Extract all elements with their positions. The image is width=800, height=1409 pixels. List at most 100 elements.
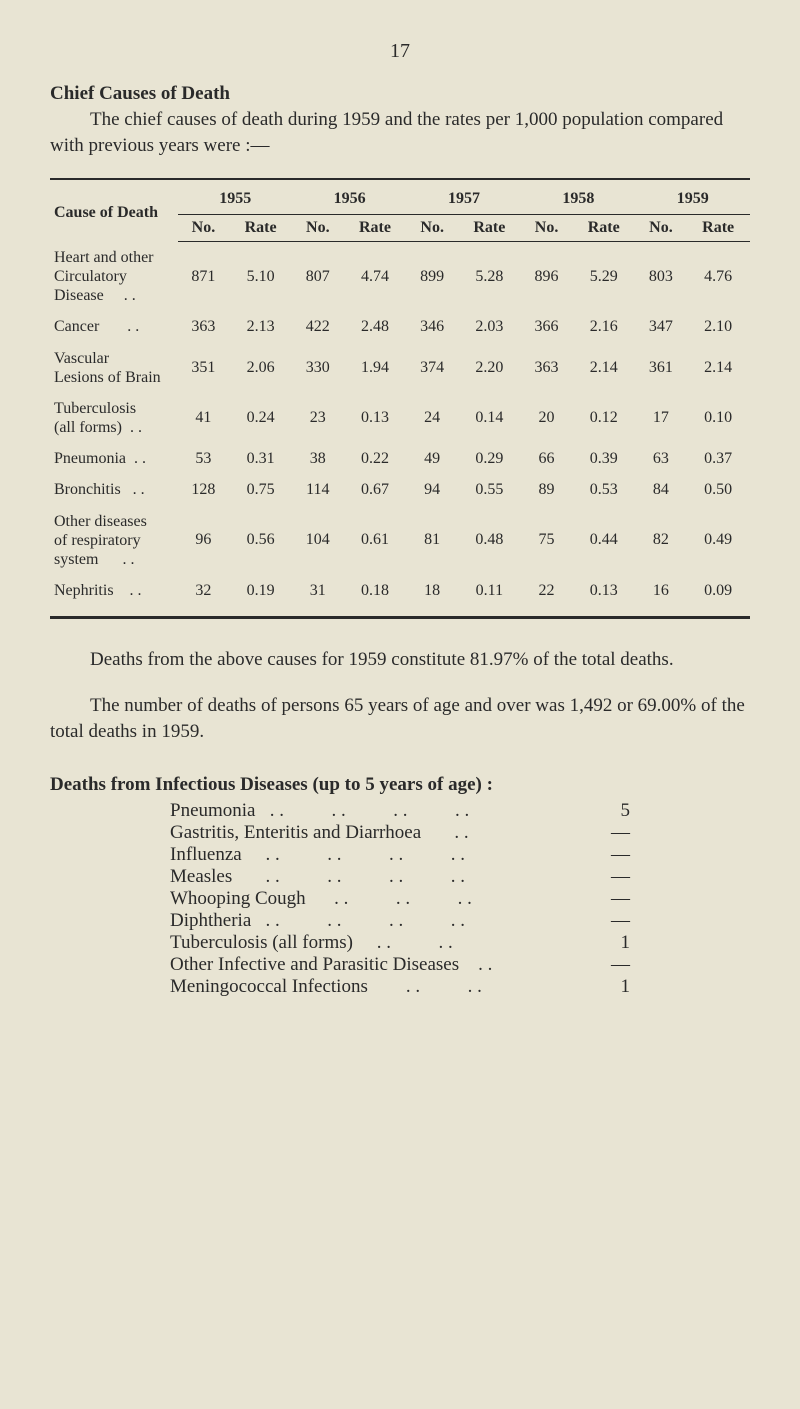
table-cell: 347 — [636, 311, 687, 342]
table-cell: 0.22 — [343, 443, 407, 474]
table-cell: 66 — [521, 443, 572, 474]
table-cell: 0.11 — [458, 575, 522, 618]
table-cell: 0.12 — [572, 393, 636, 443]
table-row: Cancer . .3632.134222.483462.033662.1634… — [50, 311, 750, 342]
table-cell: 1.94 — [343, 343, 407, 393]
table-cell: 0.19 — [229, 575, 293, 618]
paragraph-over-65: The number of deaths of persons 65 years… — [50, 693, 750, 744]
table-cell: 0.18 — [343, 575, 407, 618]
infectious-label: Measles . . . . . . . . — [170, 866, 570, 888]
table-cell: 374 — [407, 343, 458, 393]
table-cell: 2.14 — [572, 343, 636, 393]
table-cell: 0.56 — [229, 506, 293, 576]
row-label: Heart and otherCirculatoryDisease . . — [50, 242, 178, 312]
subhead-no: No. — [292, 215, 343, 242]
table-cell: 0.75 — [229, 474, 293, 505]
subhead-rate: Rate — [686, 215, 750, 242]
infectious-value: 1 — [570, 976, 630, 998]
table-cell: 0.48 — [458, 506, 522, 576]
row-label: VascularLesions of Brain — [50, 343, 178, 393]
infectious-label: Tuberculosis (all forms) . . . . — [170, 932, 570, 954]
list-item: Pneumonia . . . . . . . .5 — [170, 800, 630, 822]
table-cell: 128 — [178, 474, 229, 505]
intro-paragraph: The chief causes of death during 1959 an… — [50, 107, 750, 158]
list-item: Tuberculosis (all forms) . . . .1 — [170, 932, 630, 954]
table-cell: 31 — [292, 575, 343, 618]
row-label: Cancer . . — [50, 311, 178, 342]
table-cell: 0.39 — [572, 443, 636, 474]
infectious-value: — — [570, 954, 630, 976]
section-heading-infectious: Deaths from Infectious Diseases (up to 5… — [50, 774, 750, 796]
table-cell: 422 — [292, 311, 343, 342]
table-cell: 63 — [636, 443, 687, 474]
list-item: Diphtheria . . . . . . . .— — [170, 910, 630, 932]
table-corner-label: Cause of Death — [50, 179, 178, 242]
table-cell: 330 — [292, 343, 343, 393]
infectious-label: Diphtheria . . . . . . . . — [170, 910, 570, 932]
table-cell: 363 — [521, 343, 572, 393]
table-cell: 2.13 — [229, 311, 293, 342]
table-cell: 0.50 — [686, 474, 750, 505]
infectious-value: — — [570, 822, 630, 844]
table-cell: 0.31 — [229, 443, 293, 474]
table-cell: 0.67 — [343, 474, 407, 505]
year-header-1958: 1958 — [521, 179, 635, 215]
table-cell: 0.55 — [458, 474, 522, 505]
table-row: Nephritis . .320.19310.18180.11220.13160… — [50, 575, 750, 618]
infectious-value: 5 — [570, 800, 630, 822]
table-cell: 366 — [521, 311, 572, 342]
table-cell: 2.14 — [686, 343, 750, 393]
infectious-label: Gastritis, Enteritis and Diarrhoea . . — [170, 822, 570, 844]
table-cell: 2.03 — [458, 311, 522, 342]
table-cell: 2.16 — [572, 311, 636, 342]
table-cell: 20 — [521, 393, 572, 443]
year-header-1955: 1955 — [178, 179, 292, 215]
table-cell: 104 — [292, 506, 343, 576]
table-row: Tuberculosis(all forms) . .410.24230.132… — [50, 393, 750, 443]
table-row: VascularLesions of Brain3512.063301.9437… — [50, 343, 750, 393]
table-cell: 896 — [521, 242, 572, 312]
subhead-rate: Rate — [572, 215, 636, 242]
table-cell: 53 — [178, 443, 229, 474]
infectious-label: Pneumonia . . . . . . . . — [170, 800, 570, 822]
table-cell: 0.13 — [343, 393, 407, 443]
table-cell: 5.29 — [572, 242, 636, 312]
table-cell: 807 — [292, 242, 343, 312]
table-cell: 16 — [636, 575, 687, 618]
table-cell: 4.74 — [343, 242, 407, 312]
list-item: Influenza . . . . . . . .— — [170, 844, 630, 866]
infectious-value: — — [570, 888, 630, 910]
subhead-no: No. — [178, 215, 229, 242]
table-cell: 75 — [521, 506, 572, 576]
table-cell: 871 — [178, 242, 229, 312]
infectious-label: Whooping Cough . . . . . . — [170, 888, 570, 910]
row-label: Pneumonia . . — [50, 443, 178, 474]
table-cell: 4.76 — [686, 242, 750, 312]
year-header-1957: 1957 — [407, 179, 521, 215]
row-label: Tuberculosis(all forms) . . — [50, 393, 178, 443]
table-cell: 0.37 — [686, 443, 750, 474]
table-cell: 2.20 — [458, 343, 522, 393]
table-cell: 89 — [521, 474, 572, 505]
list-item: Whooping Cough . . . . . .— — [170, 888, 630, 910]
table-cell: 18 — [407, 575, 458, 618]
table-cell: 0.09 — [686, 575, 750, 618]
infectious-value: 1 — [570, 932, 630, 954]
table-cell: 84 — [636, 474, 687, 505]
table-cell: 41 — [178, 393, 229, 443]
infectious-label: Meningococcal Infections . . . . — [170, 976, 570, 998]
list-item: Meningococcal Infections . . . .1 — [170, 976, 630, 998]
table-cell: 5.28 — [458, 242, 522, 312]
subhead-rate: Rate — [458, 215, 522, 242]
table-cell: 22 — [521, 575, 572, 618]
table-cell: 346 — [407, 311, 458, 342]
page-number: 17 — [50, 40, 750, 63]
year-header-1959: 1959 — [636, 179, 751, 215]
table-cell: 5.10 — [229, 242, 293, 312]
infectious-label: Other Infective and Parasitic Diseases .… — [170, 954, 570, 976]
table-cell: 0.10 — [686, 393, 750, 443]
table-cell: 17 — [636, 393, 687, 443]
table-cell: 96 — [178, 506, 229, 576]
table-cell: 361 — [636, 343, 687, 393]
subhead-no: No. — [407, 215, 458, 242]
